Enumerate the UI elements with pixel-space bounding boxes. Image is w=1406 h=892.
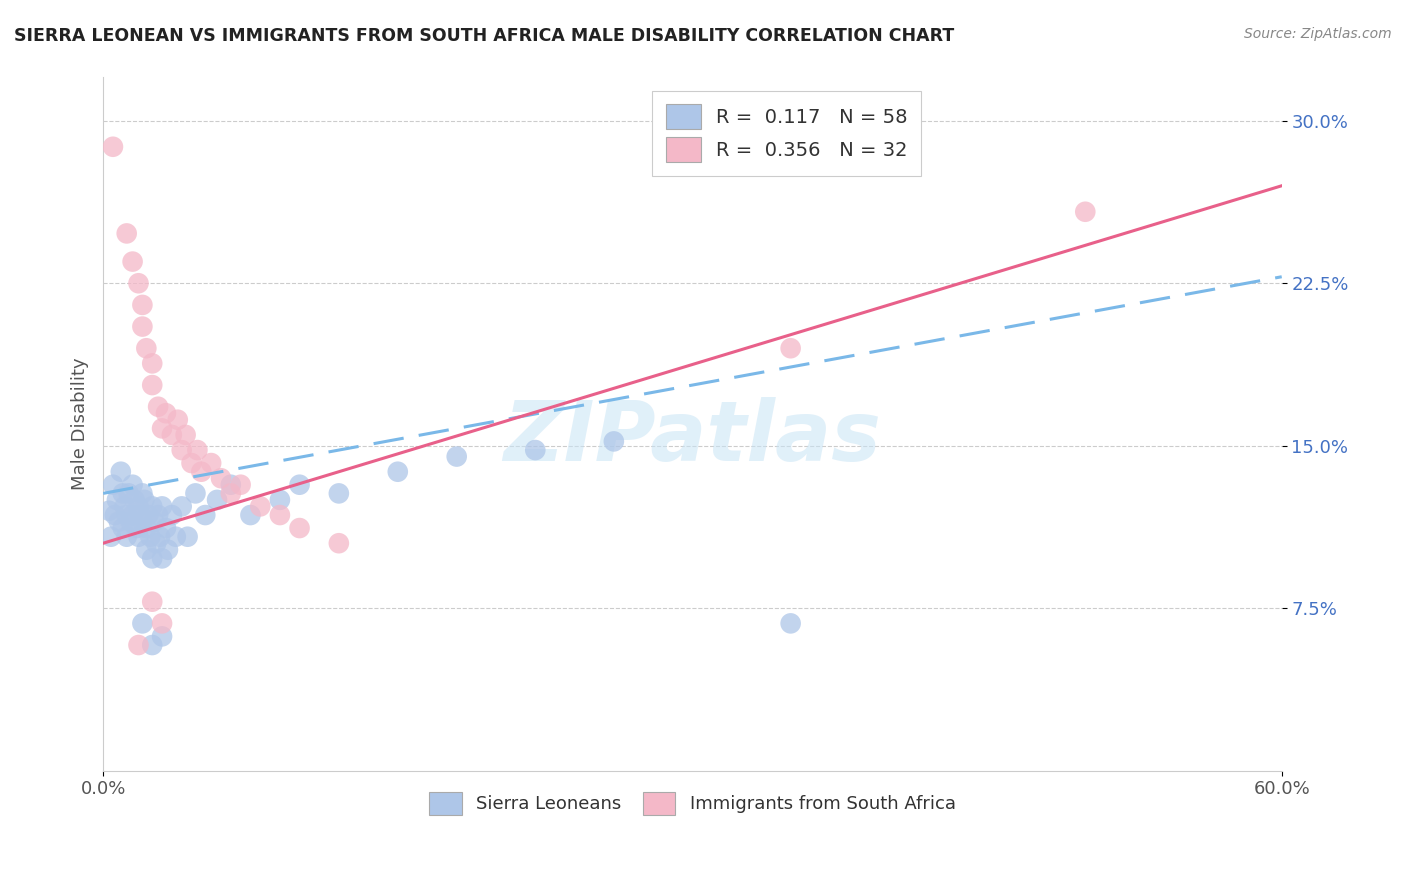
Point <box>127 277 149 291</box>
Point <box>288 521 311 535</box>
Point <box>135 521 157 535</box>
Point <box>328 486 350 500</box>
Point <box>156 542 179 557</box>
Point <box>160 508 183 522</box>
Point <box>141 378 163 392</box>
Point <box>170 443 193 458</box>
Point <box>205 492 228 507</box>
Point <box>135 542 157 557</box>
Point <box>239 508 262 522</box>
Point <box>180 456 202 470</box>
Point <box>150 629 173 643</box>
Text: ZIPatlas: ZIPatlas <box>503 398 882 478</box>
Point <box>524 443 547 458</box>
Point <box>200 456 222 470</box>
Text: Source: ZipAtlas.com: Source: ZipAtlas.com <box>1244 27 1392 41</box>
Point <box>121 477 143 491</box>
Point <box>131 319 153 334</box>
Point <box>146 508 169 522</box>
Point <box>127 530 149 544</box>
Point <box>104 508 127 522</box>
Point <box>111 521 134 535</box>
Point <box>194 508 217 522</box>
Point <box>114 500 136 514</box>
Point <box>124 492 146 507</box>
Point <box>136 508 159 522</box>
Point <box>229 477 252 491</box>
Point <box>98 504 121 518</box>
Point <box>149 530 172 544</box>
Point <box>1074 204 1097 219</box>
Point <box>166 413 188 427</box>
Point <box>100 530 122 544</box>
Point <box>269 492 291 507</box>
Point <box>141 500 163 514</box>
Point <box>115 530 138 544</box>
Point <box>125 521 148 535</box>
Point <box>155 521 177 535</box>
Point <box>101 477 124 491</box>
Point <box>105 492 128 507</box>
Point <box>184 486 207 500</box>
Point <box>131 515 153 529</box>
Point <box>779 616 801 631</box>
Point <box>779 341 801 355</box>
Point <box>131 486 153 500</box>
Point <box>219 486 242 500</box>
Point <box>121 254 143 268</box>
Point <box>145 536 167 550</box>
Point <box>101 140 124 154</box>
Point <box>143 515 166 529</box>
Point <box>141 551 163 566</box>
Point <box>174 428 197 442</box>
Point <box>150 551 173 566</box>
Point <box>121 508 143 522</box>
Point <box>328 536 350 550</box>
Point <box>146 400 169 414</box>
Point <box>120 515 142 529</box>
Point <box>150 421 173 435</box>
Point <box>288 477 311 491</box>
Point <box>176 530 198 544</box>
Point <box>446 450 468 464</box>
Point <box>131 616 153 631</box>
Point <box>127 500 149 514</box>
Point <box>139 530 162 544</box>
Point <box>170 500 193 514</box>
Point <box>186 443 208 458</box>
Point <box>131 298 153 312</box>
Point <box>141 638 163 652</box>
Point <box>150 616 173 631</box>
Point <box>108 515 131 529</box>
Point <box>160 428 183 442</box>
Point <box>219 477 242 491</box>
Point <box>134 492 156 507</box>
Point <box>150 500 173 514</box>
Legend: Sierra Leoneans, Immigrants from South Africa: Sierra Leoneans, Immigrants from South A… <box>420 783 965 824</box>
Point <box>155 406 177 420</box>
Point <box>135 341 157 355</box>
Point <box>141 356 163 370</box>
Y-axis label: Male Disability: Male Disability <box>72 358 89 491</box>
Point <box>190 465 212 479</box>
Point <box>118 486 141 500</box>
Point <box>129 508 152 522</box>
Point <box>115 227 138 241</box>
Point <box>249 500 271 514</box>
Text: SIERRA LEONEAN VS IMMIGRANTS FROM SOUTH AFRICA MALE DISABILITY CORRELATION CHART: SIERRA LEONEAN VS IMMIGRANTS FROM SOUTH … <box>14 27 955 45</box>
Point <box>127 638 149 652</box>
Point <box>387 465 409 479</box>
Point <box>165 530 187 544</box>
Point <box>115 508 138 522</box>
Point <box>111 486 134 500</box>
Point <box>110 465 132 479</box>
Point <box>269 508 291 522</box>
Point <box>603 434 626 449</box>
Point <box>209 471 232 485</box>
Point <box>141 595 163 609</box>
